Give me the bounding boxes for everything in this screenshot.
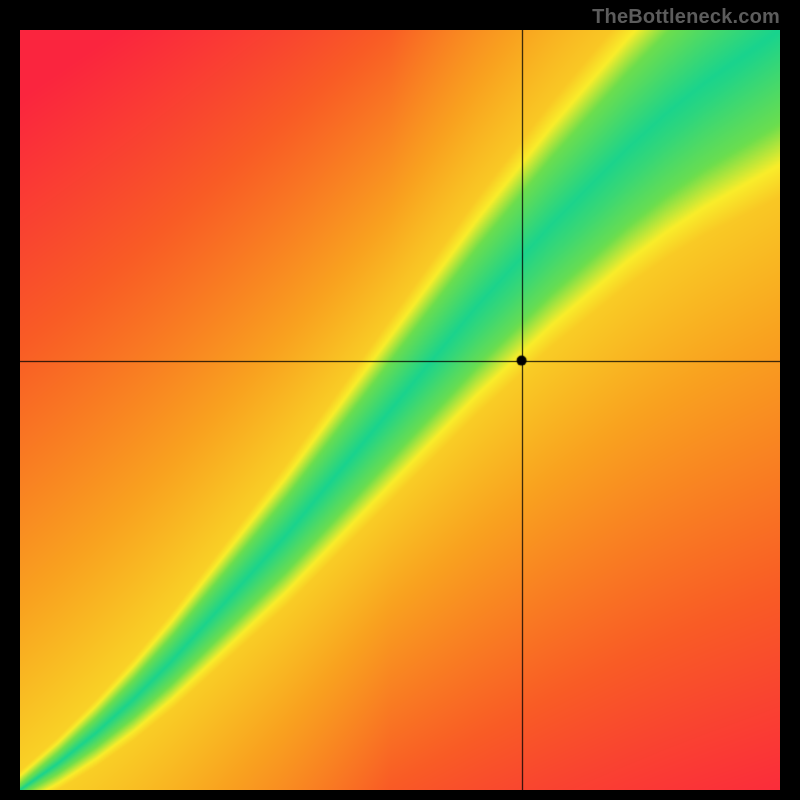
heatmap-plot-area xyxy=(20,30,780,790)
chart-container: TheBottleneck.com xyxy=(0,0,800,800)
heatmap-canvas xyxy=(20,30,780,790)
watermark-text: TheBottleneck.com xyxy=(592,6,780,29)
